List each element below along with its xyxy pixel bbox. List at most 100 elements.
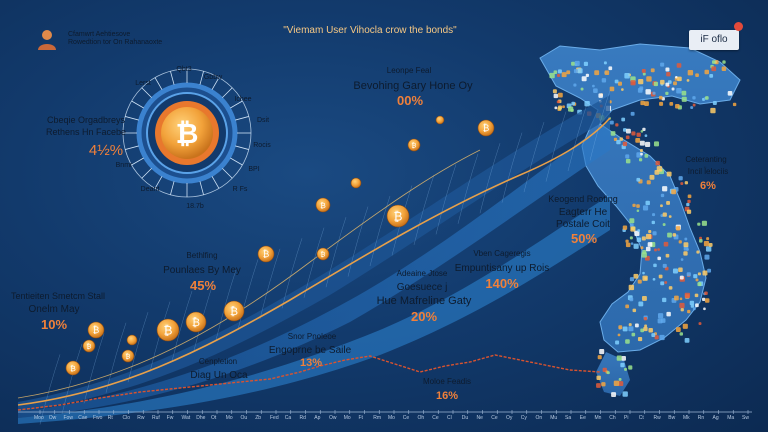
map-tile-icon bbox=[646, 180, 651, 185]
callout-left-line2: Onelm May bbox=[28, 304, 80, 315]
map-tile-icon bbox=[701, 297, 706, 302]
map-tile-icon bbox=[653, 263, 657, 268]
map-tile-icon bbox=[642, 72, 646, 76]
callout-bottom-mid-percent: 13% bbox=[299, 357, 323, 369]
map-tile-icon bbox=[648, 229, 652, 234]
x-axis-label: On bbox=[535, 415, 543, 421]
x-axis-label: Clo bbox=[122, 415, 131, 421]
map-tile-icon bbox=[643, 326, 648, 332]
callout-mid-line3: Hue Mafreline Gaty bbox=[376, 295, 472, 307]
map-tile-icon bbox=[721, 66, 727, 72]
map-tile-icon bbox=[630, 242, 634, 245]
coin-icon bbox=[121, 349, 135, 363]
map-tile-icon bbox=[609, 86, 615, 92]
callout-mid-right-percent: 140% bbox=[485, 276, 519, 291]
map-tile-icon bbox=[652, 277, 656, 281]
map-tile-icon bbox=[653, 81, 659, 87]
map-tile-icon bbox=[601, 382, 606, 387]
callout-top-center-line1: Leonpe Feal bbox=[386, 66, 432, 75]
wheel-tick bbox=[154, 77, 163, 90]
mesh-line bbox=[259, 248, 281, 319]
map-tile-icon bbox=[687, 194, 692, 199]
map-tile-icon bbox=[672, 268, 678, 274]
map-tile-icon bbox=[615, 340, 620, 345]
map-tile-icon bbox=[636, 204, 640, 208]
wheel-tick bbox=[154, 176, 163, 189]
map-tile-icon bbox=[558, 105, 562, 110]
coin-icon bbox=[156, 318, 180, 342]
map-tile-icon bbox=[621, 356, 626, 361]
x-axis-label: Ce bbox=[432, 415, 439, 421]
map-tile-icon bbox=[568, 106, 574, 112]
mesh-line bbox=[479, 143, 501, 214]
map-tile-icon bbox=[696, 250, 700, 254]
map-tile-icon bbox=[693, 274, 698, 279]
map-tile-icon bbox=[629, 218, 635, 224]
callout-bottom-mid-line1: Snor Pnoleoe bbox=[287, 332, 337, 341]
map-tile-icon bbox=[625, 128, 631, 134]
coin-symbol-icon: ₿ bbox=[320, 201, 326, 210]
trend-line bbox=[17, 117, 611, 406]
map-tile-icon bbox=[666, 171, 672, 177]
map-tile-icon bbox=[642, 271, 645, 275]
map-tile-icon bbox=[628, 326, 634, 332]
coin-symbol-icon: ₿ bbox=[412, 141, 417, 149]
map-tile-icon bbox=[580, 87, 584, 91]
wheel-tick bbox=[199, 181, 204, 195]
brand-badge-label: iF oflo bbox=[700, 34, 728, 45]
x-axis-label: Rn bbox=[697, 415, 705, 421]
map-tile-icon bbox=[698, 322, 702, 325]
map-tile-icon bbox=[678, 176, 683, 181]
map-tile-icon bbox=[679, 302, 685, 309]
map-tile-icon bbox=[690, 304, 695, 308]
map-tile-icon bbox=[672, 233, 677, 237]
wheel-tick bbox=[230, 157, 243, 166]
map-tile-icon bbox=[625, 339, 630, 344]
map-tile-icon bbox=[618, 378, 622, 381]
map-tile-icon bbox=[648, 328, 653, 333]
mesh-line bbox=[325, 217, 347, 288]
map-tile-icon bbox=[703, 307, 706, 311]
map-tile-icon bbox=[676, 63, 682, 68]
map-tile-icon bbox=[695, 73, 699, 78]
map-tile-icon bbox=[653, 141, 660, 147]
page-title: "Viemam User Vihocla crow the bonds" bbox=[283, 25, 457, 36]
x-axis-label: Bw bbox=[668, 415, 676, 421]
map-tile-icon bbox=[659, 101, 664, 106]
map-tile-icon bbox=[675, 226, 681, 231]
callout-mid-percent: 20% bbox=[410, 309, 438, 324]
x-axis-label: Fwo bbox=[93, 415, 103, 421]
map-tile-icon bbox=[631, 131, 636, 136]
mesh-line bbox=[61, 343, 83, 414]
x-axis-label: Dhe bbox=[196, 415, 206, 421]
mesh-line bbox=[501, 132, 523, 203]
map-tile-icon bbox=[596, 383, 601, 388]
callout-left-mid-percent: 45% bbox=[189, 278, 217, 293]
map-tile-icon bbox=[642, 295, 647, 301]
map-tile-icon bbox=[642, 127, 646, 132]
map-tile-icon bbox=[637, 88, 643, 93]
map-tile-icon bbox=[695, 303, 699, 308]
x-axis-label: Mo bbox=[343, 415, 351, 421]
coin-symbol-icon: ₿ bbox=[483, 123, 490, 134]
map-tile-icon bbox=[682, 323, 688, 329]
map-tile-icon bbox=[652, 231, 657, 236]
map-tile-icon bbox=[701, 220, 707, 226]
x-axis-label: Ou bbox=[240, 415, 248, 421]
map-tile-icon bbox=[628, 323, 632, 327]
map-tile-icon bbox=[592, 84, 595, 88]
x-axis-label: Rt bbox=[107, 415, 113, 421]
mesh-line bbox=[193, 280, 215, 351]
map-tile-icon bbox=[622, 326, 628, 332]
map-tile-icon bbox=[628, 365, 633, 370]
mesh-line bbox=[435, 164, 457, 235]
map-tile-icon bbox=[692, 307, 696, 311]
map-tile-icon bbox=[651, 220, 655, 225]
map-tile-icon bbox=[680, 308, 684, 312]
map-tile-icon bbox=[678, 240, 682, 244]
map-tile-icon bbox=[640, 152, 643, 156]
map-tile-icon bbox=[556, 100, 560, 104]
map-tile-icon bbox=[642, 249, 647, 254]
map-tile-icon bbox=[699, 239, 703, 243]
map-tile-icon bbox=[645, 233, 652, 240]
